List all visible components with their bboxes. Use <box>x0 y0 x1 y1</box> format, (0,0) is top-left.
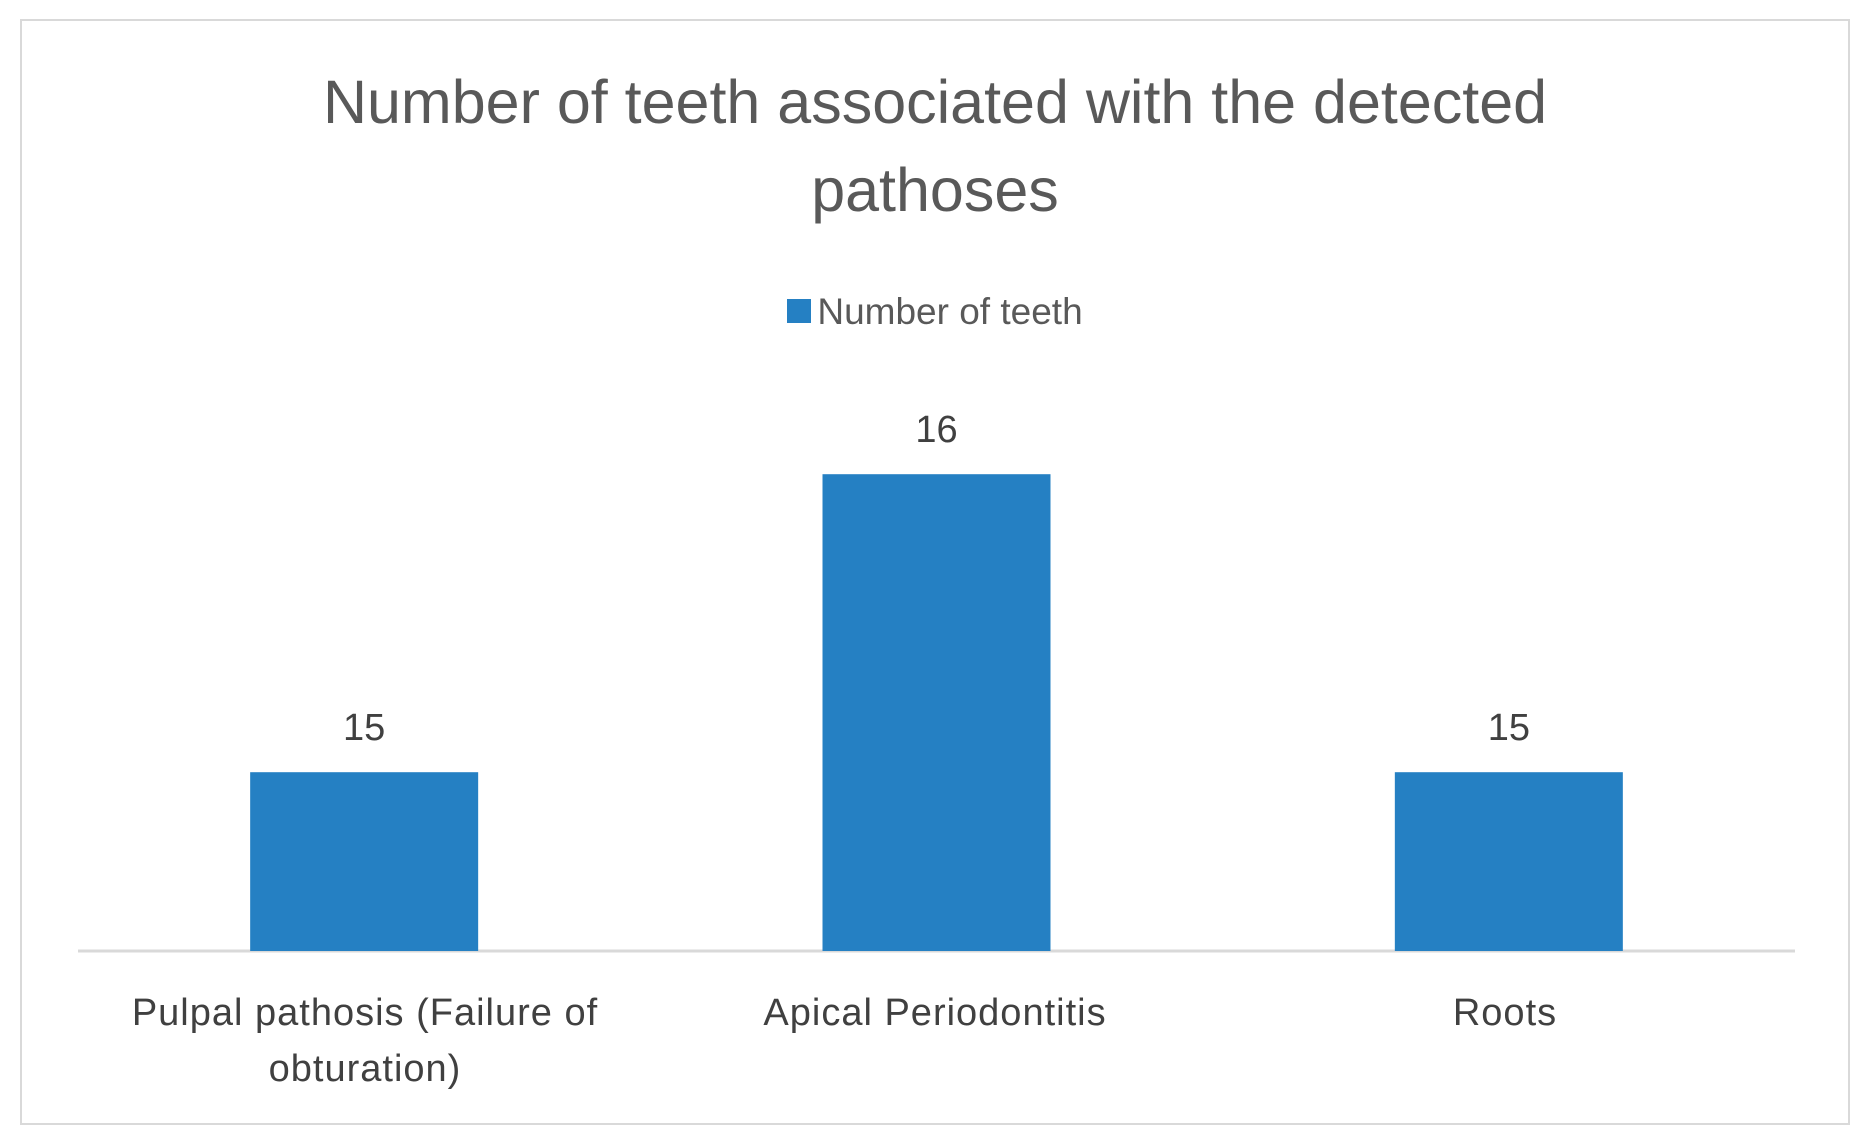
legend-swatch-number-of-teeth <box>787 299 812 324</box>
legend: Number of teeth <box>0 290 1870 334</box>
legend-label-number-of-teeth: Number of teeth <box>817 291 1083 332</box>
bar-3 <box>1394 772 1623 951</box>
chart-title: Number of teeth associated with the dete… <box>322 68 1548 224</box>
bar-2 <box>822 474 1051 951</box>
data-label-1: 15 <box>343 707 385 749</box>
x-tick-label-apical-periodontitis: Apical Periodontitis <box>763 992 1107 1034</box>
data-label-3: 15 <box>1488 707 1530 749</box>
x-tick-label-pulpal-pathosis: Pulpal pathosis (Failure of obturation) <box>131 992 599 1090</box>
bar-1 <box>250 772 479 951</box>
x-tick-label-roots: Roots <box>1452 992 1558 1034</box>
data-label-2: 16 <box>915 409 957 451</box>
